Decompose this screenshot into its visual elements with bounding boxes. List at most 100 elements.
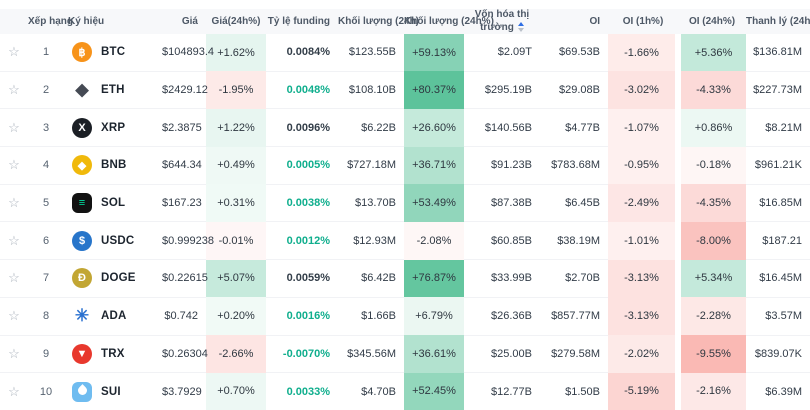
volume-24h-value: $345.56M xyxy=(338,334,404,373)
symbol-cell[interactable]: ≡ SOL xyxy=(64,183,162,222)
oi-change-1h-cell: -5.19% xyxy=(608,372,678,410)
favorite-star-icon[interactable]: ☆ xyxy=(8,44,20,60)
volume-24h-value: $727.18M xyxy=(338,146,404,185)
price-change-24h-cell: -2.66% xyxy=(206,335,266,373)
favorite-cell: ☆ xyxy=(0,259,28,298)
usdc-coin-icon: $ xyxy=(72,230,92,251)
volume-change-24h-cell: +52.45% xyxy=(404,372,464,410)
table-row[interactable]: ☆ 7 Ð DOGE $0.22615 +5.07% 0.0059% $6.42… xyxy=(0,259,810,298)
open-interest-value: $2.70B xyxy=(540,259,608,298)
favorite-star-icon[interactable]: ☆ xyxy=(8,157,20,173)
col-header-volume-change[interactable]: Khối lượng (24h%) xyxy=(404,9,494,34)
price-value: $3.7929 xyxy=(162,372,206,410)
table-row[interactable]: ☆ 10 SUI $3.7929 +0.70% 0.0033% $4.70B +… xyxy=(0,372,810,410)
symbol-cell[interactable]: ฿ BTC xyxy=(64,34,162,71)
symbol-cell[interactable]: Ð DOGE xyxy=(64,259,162,298)
favorite-star-icon[interactable]: ☆ xyxy=(8,345,20,361)
marketcap-value: $91.23B xyxy=(464,146,540,185)
volume-change-24h-cell: +36.71% xyxy=(404,146,464,185)
symbol-cell[interactable]: ✳ ADA xyxy=(64,296,162,335)
table-row[interactable]: ☆ 2 ◆ ETH $2429.12 -1.95% 0.0048% $108.1… xyxy=(0,70,810,109)
col-header-symbol[interactable]: Ký hiệu xyxy=(64,9,162,34)
sui-coin-icon xyxy=(72,381,92,402)
volume-change-24h-cell: +6.79% xyxy=(404,297,464,335)
volume-24h-value: $12.93M xyxy=(338,221,404,260)
table-row[interactable]: ☆ 4 ◆ BNB $644.34 +0.49% 0.0005% $727.18… xyxy=(0,146,810,185)
table-row[interactable]: ☆ 1 ฿ BTC $104893.4 +1.62% 0.0084% $123.… xyxy=(0,34,810,72)
marketcap-value: $295.19B xyxy=(464,70,540,109)
symbol-label: XRP xyxy=(101,121,126,134)
open-interest-value: $38.19M xyxy=(540,221,608,260)
symbol-cell[interactable]: ▼ TRX xyxy=(64,334,162,373)
col-header-oi-1h[interactable]: OI (1h%) xyxy=(608,9,678,34)
oi-change-1h-cell: -1.01% xyxy=(608,221,678,260)
marketcap-value: $87.38B xyxy=(464,183,540,222)
favorite-star-icon[interactable]: ☆ xyxy=(8,232,20,248)
col-header-liquidation[interactable]: Thanh lý (24h) xyxy=(746,9,810,34)
table-row[interactable]: ☆ 5 ≡ SOL $167.23 +0.31% 0.0038% $13.70B… xyxy=(0,183,810,222)
rank-value: 4 xyxy=(28,146,64,185)
col-header-rank[interactable]: Xếp hạng xyxy=(28,9,73,34)
table-row[interactable]: ☆ 3 X XRP $2.3875 +1.22% 0.0096% $6.22B … xyxy=(0,108,810,147)
open-interest-value: $29.08B xyxy=(540,70,608,109)
open-interest-value: $783.68M xyxy=(540,146,608,185)
price-value: $0.26304 xyxy=(162,334,208,373)
volume-change-24h-cell: +26.60% xyxy=(404,108,464,147)
oi-change-24h-cell: -4.35% xyxy=(675,184,746,222)
col-header-price-change[interactable]: Giá(24h%) xyxy=(206,9,266,34)
favorite-star-icon[interactable]: ☆ xyxy=(8,119,20,135)
favorite-star-icon[interactable]: ☆ xyxy=(8,308,20,324)
marketcap-value: $140.56B xyxy=(464,108,540,147)
price-change-24h-cell: +0.20% xyxy=(206,297,266,335)
open-interest-value: $6.45B xyxy=(540,183,608,222)
col-header-oi[interactable]: OI xyxy=(540,9,608,34)
symbol-label: ADA xyxy=(101,310,127,323)
favorite-star-icon[interactable]: ☆ xyxy=(8,270,20,286)
marketcap-value: $25.00B xyxy=(464,334,540,373)
col-header-funding[interactable]: Tỷ lệ funding xyxy=(266,9,338,34)
favorite-star-icon[interactable]: ☆ xyxy=(8,383,20,399)
liquidation-24h-value: $136.81M xyxy=(753,46,802,59)
symbol-cell[interactable]: ◆ BNB xyxy=(64,146,162,185)
oi-change-1h-cell: -1.66% xyxy=(608,34,678,72)
favorite-star-icon[interactable]: ☆ xyxy=(8,195,20,211)
col-header-price[interactable]: Giá xyxy=(162,9,206,34)
symbol-cell[interactable]: ◆ ETH xyxy=(64,70,162,109)
rank-value: 3 xyxy=(28,108,64,147)
liquidation-24h-value: $6.39M xyxy=(746,372,810,410)
open-interest-value: $279.58M xyxy=(540,334,608,373)
symbol-label: ETH xyxy=(101,84,125,97)
funding-rate-value: 0.0038% xyxy=(266,183,338,222)
favorite-star-icon[interactable]: ☆ xyxy=(8,82,20,98)
volume-change-24h-cell: +80.37% xyxy=(404,71,464,109)
favorite-cell: ☆ xyxy=(0,34,28,71)
xrp-coin-icon: X xyxy=(72,117,92,138)
sort-carets-icon[interactable] xyxy=(517,21,524,32)
price-change-24h-cell: +0.31% xyxy=(206,184,266,222)
price-change-24h-cell: +1.62% xyxy=(206,34,266,72)
col-header-volume[interactable]: Khối lượng (24h) xyxy=(338,9,419,34)
funding-rate-value: 0.0084% xyxy=(286,46,330,59)
table-row[interactable]: ☆ 6 $ USDC $0.999238 -0.01% 0.0012% $12.… xyxy=(0,221,810,260)
symbol-cell[interactable]: $ USDC xyxy=(64,221,162,260)
marketcap-value: $33.99B xyxy=(464,259,540,298)
symbol-cell[interactable]: X XRP xyxy=(64,108,162,147)
oi-change-24h-cell: +5.34% xyxy=(675,259,746,298)
col-header-oi-24h[interactable]: OI (24h%) xyxy=(678,9,746,34)
funding-rate-value: 0.0016% xyxy=(266,296,338,335)
table-row[interactable]: ☆ 8 ✳ ADA $0.742 +0.20% 0.0016% $1.66B +… xyxy=(0,296,810,335)
open-interest-value: $4.77B xyxy=(540,108,608,147)
favorite-cell: ☆ xyxy=(0,334,28,373)
table-row[interactable]: ☆ 9 ▼ TRX $0.26304 -2.66% -0.0070% $345.… xyxy=(0,334,810,373)
bnb-coin-icon: ◆ xyxy=(72,155,92,176)
symbol-cell[interactable]: SUI xyxy=(64,372,162,410)
volume-24h-value: $108.10B xyxy=(338,70,404,109)
oi-change-24h-cell: +5.36% xyxy=(675,34,746,72)
funding-rate-value: 0.0096% xyxy=(266,108,338,147)
funding-rate-value: -0.0070% xyxy=(266,334,338,373)
marketcap-value: $26.36B xyxy=(464,296,540,335)
symbol-label: DOGE xyxy=(101,272,136,285)
marketcap-value: $2.09T xyxy=(497,46,532,59)
col-header-marketcap[interactable]: Vốn hóa thị trường xyxy=(464,9,540,34)
volume-24h-value: $6.22B xyxy=(338,108,404,147)
